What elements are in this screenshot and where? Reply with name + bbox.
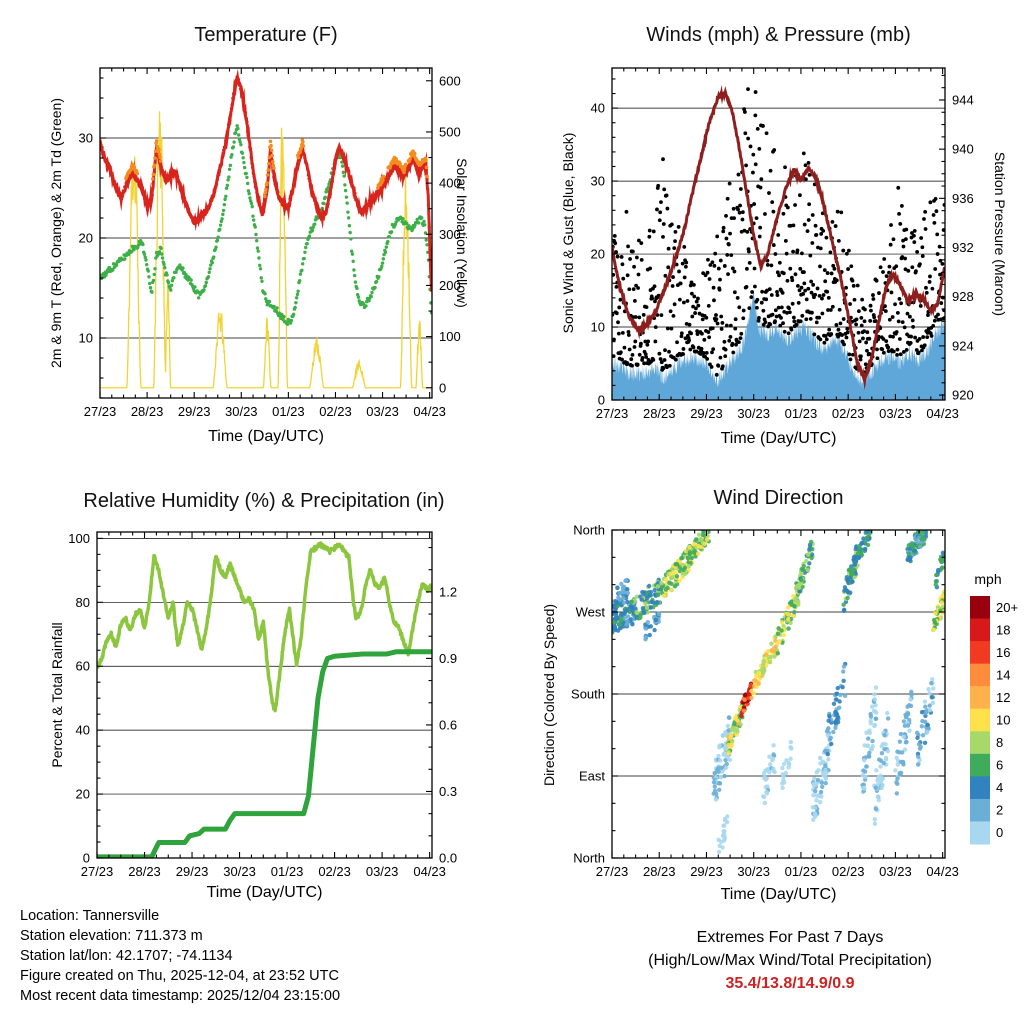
humidity-xlabel: Time (Day/UTC) bbox=[206, 884, 323, 901]
temperature-ylabel-left: 2m & 9m T (Red, Orange) & 2m Td (Green) bbox=[48, 98, 64, 368]
humidity-chart-title: Relative Humidity (%) & Precipitation (i… bbox=[83, 490, 445, 512]
winds-ylabel-left: Sonic Wind & Gust (Blue, Black) bbox=[560, 132, 576, 334]
footer-location: Location: Tannersville bbox=[20, 908, 160, 924]
winds-xlabel: Time (Day/UTC) bbox=[720, 430, 837, 447]
wind-direction-ylabel-left: Direction (Colored By Speed) bbox=[541, 603, 557, 787]
footer-elevation: Station elevation: 711.373 m bbox=[20, 928, 203, 944]
temperature-chart-title: Temperature (F) bbox=[194, 24, 338, 46]
humidity-precip-chart-canvas bbox=[0, 464, 512, 928]
extremes-title: Extremes For Past 7 Days bbox=[696, 929, 884, 946]
footer-timestamp: Most recent data timestamp: 2025/12/04 2… bbox=[20, 988, 341, 1004]
footer-created: Figure created on Thu, 2025-12-04, at 23… bbox=[20, 968, 339, 984]
extremes-subtitle: (High/Low/Max Wind/Total Precipitation) bbox=[648, 952, 932, 969]
humidity-ylabel-left: Percent & Total Rainfall bbox=[49, 622, 65, 768]
station-info-footer: Location: Tannersville Station elevation… bbox=[20, 906, 340, 1006]
wind-direction-chart-canvas bbox=[512, 464, 1024, 928]
footer-latlon: Station lat/lon: 42.1707; -74.1134 bbox=[20, 948, 233, 964]
extremes-values: 35.4/13.8/14.9/0.9 bbox=[725, 975, 855, 992]
temperature-ylabel-right: Solar Insolation (Yellow) bbox=[454, 158, 470, 308]
winds-chart-title: Winds (mph) & Pressure (mb) bbox=[646, 24, 911, 46]
wind-direction-xlabel: Time (Day/UTC) bbox=[720, 886, 837, 903]
winds-ylabel-right: Station Pressure (Maroon) bbox=[992, 151, 1008, 317]
temperature-chart-canvas bbox=[0, 0, 512, 464]
wind-direction-chart-title: Wind Direction bbox=[713, 487, 844, 509]
temperature-xlabel: Time (Day/UTC) bbox=[208, 428, 324, 445]
extremes-block: Extremes For Past 7 Days (High/Low/Max W… bbox=[600, 926, 980, 995]
winds-pressure-chart-canvas bbox=[512, 0, 1024, 464]
